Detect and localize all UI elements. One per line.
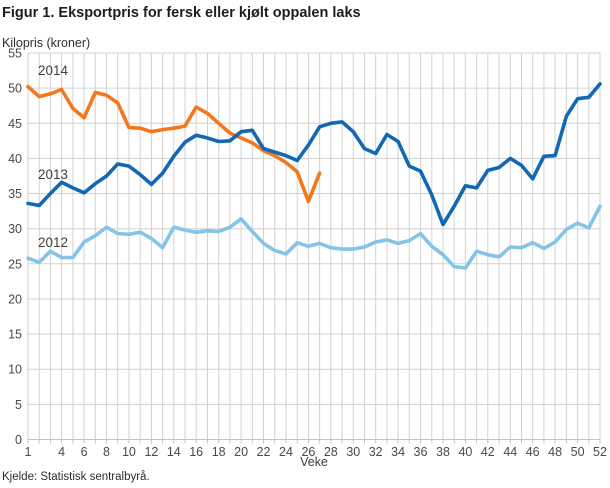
series-label-2014: 2014: [38, 63, 69, 78]
y-tick-label: 20: [8, 292, 22, 306]
x-tick-label: 36: [414, 445, 428, 459]
y-tick-label: 35: [8, 187, 22, 201]
x-tick-label: 52: [593, 445, 607, 459]
series-line-2012: [26, 204, 602, 270]
y-tick-label: 55: [8, 47, 22, 61]
x-axis-title: Veke: [300, 455, 328, 469]
chart-title: Figur 1. Eksportpris for fersk eller kjø…: [2, 5, 361, 21]
source-note: Kjelde: Statistisk sentralbyrå.: [2, 471, 150, 483]
x-tick-label: 24: [279, 445, 293, 459]
x-tick-label: 34: [391, 445, 405, 459]
x-tick-label: 18: [212, 445, 226, 459]
x-tick-label: 16: [189, 445, 203, 459]
x-tick-label: 38: [436, 445, 450, 459]
x-tick-label: 1: [25, 445, 32, 459]
x-tick-label: 28: [324, 445, 338, 459]
y-tick-label: 50: [8, 82, 22, 96]
series-label-2013: 2013: [38, 167, 68, 182]
y-axis-unit-label: Kilopris (kroner): [2, 36, 91, 50]
series-line-2014: [26, 84, 322, 204]
y-tick-label: 30: [8, 222, 22, 236]
x-tick-label: 42: [481, 445, 495, 459]
y-tick-label: 15: [8, 328, 22, 342]
x-tick-label: 22: [257, 445, 271, 459]
x-tick-label: 12: [144, 445, 158, 459]
x-tick-label: 10: [122, 445, 136, 459]
y-tick-label: 45: [8, 117, 22, 131]
x-tick-label: 14: [167, 445, 181, 459]
x-tick-label: 32: [369, 445, 383, 459]
x-tick-label: 40: [458, 445, 472, 459]
x-tick-label: 6: [81, 445, 88, 459]
y-tick-label: 10: [8, 363, 22, 377]
y-tick-label: 0: [15, 433, 22, 447]
x-tick-label: 8: [103, 445, 110, 459]
y-tick-label: 5: [15, 398, 22, 412]
y-tick-label: 25: [8, 257, 22, 271]
x-tick-label: 50: [571, 445, 585, 459]
x-tick-label: 26: [301, 445, 315, 459]
x-tick-label: 48: [548, 445, 562, 459]
x-tick-label: 4: [58, 445, 65, 459]
x-tick-label: 30: [346, 445, 360, 459]
x-tick-label: 20: [234, 445, 248, 459]
series-label-2012: 2012: [38, 235, 68, 250]
y-tick-label: 40: [8, 152, 22, 166]
x-tick-label: 44: [503, 445, 517, 459]
series-line-2013: [26, 82, 602, 227]
x-tick-label: 46: [526, 445, 540, 459]
